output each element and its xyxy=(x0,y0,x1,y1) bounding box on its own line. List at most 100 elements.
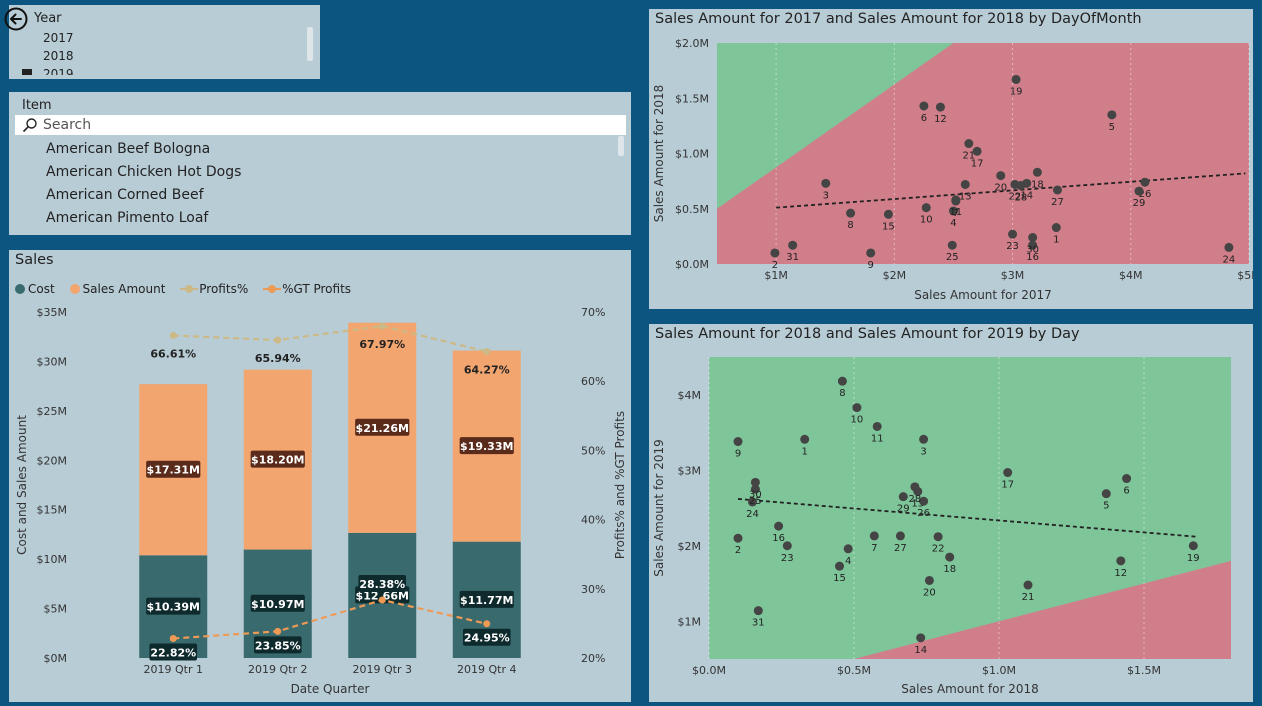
checkbox-icon[interactable] xyxy=(24,144,35,155)
legend-marker-gt-profits xyxy=(263,284,282,293)
scatter-point xyxy=(750,477,760,487)
scatter-point xyxy=(921,203,931,213)
scatter-point xyxy=(821,178,831,188)
scatter-2018-2019-chart: $0.0M $0.5M $1.0M $1.5M $1M $2M $3M $4M Sales Am… xyxy=(652,357,1231,696)
legend-item-profits-pct[interactable]: Profits% xyxy=(180,282,248,296)
scatter-point-label: 2 xyxy=(735,545,741,556)
scatter-point xyxy=(972,146,982,156)
data-label-profits-pct: 66.61% xyxy=(150,347,196,360)
data-label-cost: $10.39M xyxy=(147,601,200,614)
scatter-point-label: 31 xyxy=(752,618,765,629)
item-slicer-title: Item xyxy=(22,98,52,113)
scatter-point-label: 21 xyxy=(1022,592,1035,603)
year-option[interactable]: 2018 xyxy=(9,47,304,65)
item-slicer-scrollbar[interactable] xyxy=(618,136,624,156)
data-label-profits-pct: 65.94% xyxy=(255,352,301,365)
year-option[interactable]: 2017 xyxy=(9,29,304,47)
item-option[interactable]: American Chicken Hot Dogs xyxy=(9,161,619,184)
data-label-gt-profits: 22.82% xyxy=(150,646,196,659)
sales-chart-legend: Cost Sales Amount Profits% %GT Profits xyxy=(15,281,362,296)
scatter-point-label: 7 xyxy=(871,543,877,554)
zone-below-diagonal xyxy=(854,560,1231,659)
scatter-point-label: 5 xyxy=(1109,122,1115,133)
scatter-point-label: 15 xyxy=(833,573,846,584)
scatter-2018-2019-panel: Sales Amount for 2018 and Sales Amount f… xyxy=(649,324,1253,702)
year-option-label: 2019 xyxy=(43,67,74,75)
point-gt-profits xyxy=(169,634,177,642)
scatter-point-label: 8 xyxy=(839,388,845,399)
scatter-point xyxy=(1122,474,1132,484)
y-axis-title: Sales Amount for 2019 xyxy=(652,439,666,577)
y-tick-label: $25M xyxy=(37,405,68,418)
scatter-point-label: 10 xyxy=(851,415,864,426)
scatter-point-label: 15 xyxy=(882,221,895,232)
y-tick-label: $0.5M xyxy=(675,203,709,216)
checkbox-icon[interactable] xyxy=(24,190,35,201)
year-option-selected[interactable]: 2019 xyxy=(9,65,304,75)
legend-item-gt-profits[interactable]: %GT Profits xyxy=(263,282,351,296)
scatter-point xyxy=(846,208,856,218)
item-option[interactable]: American Beef Bologna xyxy=(9,138,619,161)
scatter-point-label: 11 xyxy=(871,433,884,444)
year-slicer-list: 2017 2018 2019 xyxy=(9,29,304,75)
scatter-point xyxy=(1003,468,1013,478)
scatter-point-label: 6 xyxy=(1123,486,1129,497)
scatter-point-label: 17 xyxy=(1001,480,1014,491)
scatter-point xyxy=(945,552,955,562)
checkbox-icon[interactable] xyxy=(22,51,32,61)
data-label-gt-profits-bg xyxy=(462,628,511,646)
legend-item-cost[interactable]: Cost xyxy=(15,282,55,296)
data-label-gt-profits-bg xyxy=(358,575,407,593)
scatter-point xyxy=(948,206,958,216)
data-label-profits-pct: 64.27% xyxy=(464,364,510,377)
scatter-point-label: 21 xyxy=(962,151,975,162)
y2-axis-title: Profits% and %GT Profits xyxy=(613,411,627,559)
data-label-gt-profits: 28.38% xyxy=(359,578,405,591)
item-option[interactable]: American Corned Beef xyxy=(9,184,619,207)
checkbox-checked-icon[interactable] xyxy=(22,69,32,75)
data-label-sales-amount: $18.20M xyxy=(251,454,304,467)
y-tick-label: $0M xyxy=(44,652,68,665)
x-axis-title: Date Quarter xyxy=(291,682,370,696)
y-tick-label: $35M xyxy=(37,306,68,319)
scatter-point-label: 3 xyxy=(920,446,926,457)
item-option-label: American Beef Bologna xyxy=(46,141,211,157)
scatter-point-label: 26 xyxy=(917,508,930,519)
scatter-point xyxy=(947,240,957,250)
scatter-point xyxy=(750,484,760,494)
x-tick-label: 2019 Qtr 4 xyxy=(457,663,516,676)
x-tick-label: 2019 Qtr 3 xyxy=(353,663,412,676)
y-tick-label: $2M xyxy=(678,540,702,553)
x-tick-label: $2M xyxy=(883,269,907,282)
scatter-point xyxy=(837,376,847,386)
checkbox-icon[interactable] xyxy=(24,213,35,224)
point-gt-profits xyxy=(274,627,282,635)
item-option-label: American Pimento Loaf xyxy=(46,210,209,226)
x-tick-label: $1.5M xyxy=(1127,664,1161,677)
year-slicer-scrollbar[interactable] xyxy=(307,27,313,61)
y-axis-title: Cost and Sales Amount xyxy=(15,415,29,555)
y2-tick-label: 30% xyxy=(581,583,605,596)
data-label-sales-amount: $17.31M xyxy=(147,464,200,477)
scatter-point-label: 11 xyxy=(949,207,962,218)
scatter-point-label: 20 xyxy=(923,587,936,598)
year-option-label: 2018 xyxy=(43,49,74,63)
scatter-point-label: 1 xyxy=(802,446,808,457)
scatter-point-label: 2 xyxy=(772,260,778,271)
back-arrow-icon[interactable] xyxy=(4,7,28,31)
checkbox-icon[interactable] xyxy=(24,167,35,178)
scatter-point-label: 29 xyxy=(897,504,910,515)
scatter-point xyxy=(1032,167,1042,177)
legend-item-sales-amount[interactable]: Sales Amount xyxy=(69,282,165,296)
data-label-cost: $12.66M xyxy=(356,589,409,602)
x-tick-label: $4M xyxy=(1119,269,1143,282)
y-tick-label: $10M xyxy=(37,553,68,566)
checkbox-icon[interactable] xyxy=(22,33,32,43)
year-slicer-title: Year xyxy=(34,11,62,26)
scatter-point xyxy=(898,492,908,502)
search-input[interactable] xyxy=(43,115,613,135)
scatter-point xyxy=(919,434,929,444)
search-box[interactable] xyxy=(15,115,626,135)
item-option[interactable]: American Pimento Loaf xyxy=(9,207,619,230)
scatter-point-label: 14 xyxy=(914,645,927,656)
